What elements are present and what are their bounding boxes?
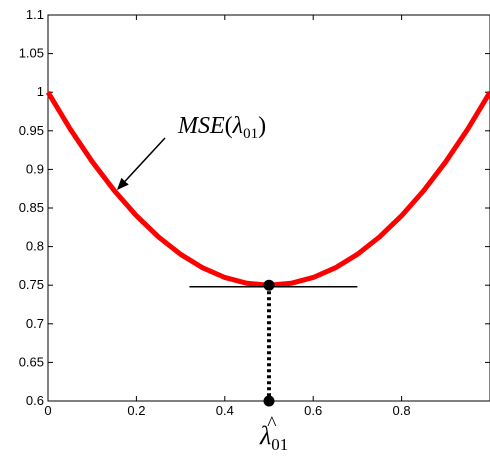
x-tick-label: 0.8: [393, 403, 411, 418]
curve-label-paren-open: (: [225, 113, 233, 139]
y-tick-label: 0.85: [19, 200, 44, 215]
y-tick-label: 0.65: [19, 354, 44, 369]
minimum-point: [264, 280, 275, 291]
estimate-subscript: 01: [271, 435, 288, 454]
plot-area: [48, 15, 490, 401]
curve-label-paren-close: ): [258, 113, 266, 139]
curve-label-subscript: 01: [243, 126, 258, 142]
x-tick-label: 0.4: [216, 403, 234, 418]
curve-label-lambda: λ: [232, 113, 243, 139]
estimate-symbol: λ: [259, 421, 271, 450]
y-tick-label: 0.75: [19, 277, 44, 292]
y-tick-label: 1.05: [19, 46, 44, 61]
x-tick-label: 0: [44, 403, 51, 418]
y-tick-label: 0.6: [26, 393, 44, 408]
x-tick-label: 0.2: [127, 403, 145, 418]
y-tick-label: 0.8: [26, 239, 44, 254]
y-tick-label: 0.7: [26, 316, 44, 331]
y-tick-label: 0.95: [19, 123, 44, 138]
estimate-point: [264, 396, 275, 407]
y-tick-label: 0.9: [26, 161, 44, 176]
y-tick-label: 1.1: [26, 7, 44, 22]
x-tick-label: 0.6: [304, 403, 322, 418]
curve-label-main: MSE: [177, 113, 225, 139]
y-tick-label: 1: [37, 84, 44, 99]
